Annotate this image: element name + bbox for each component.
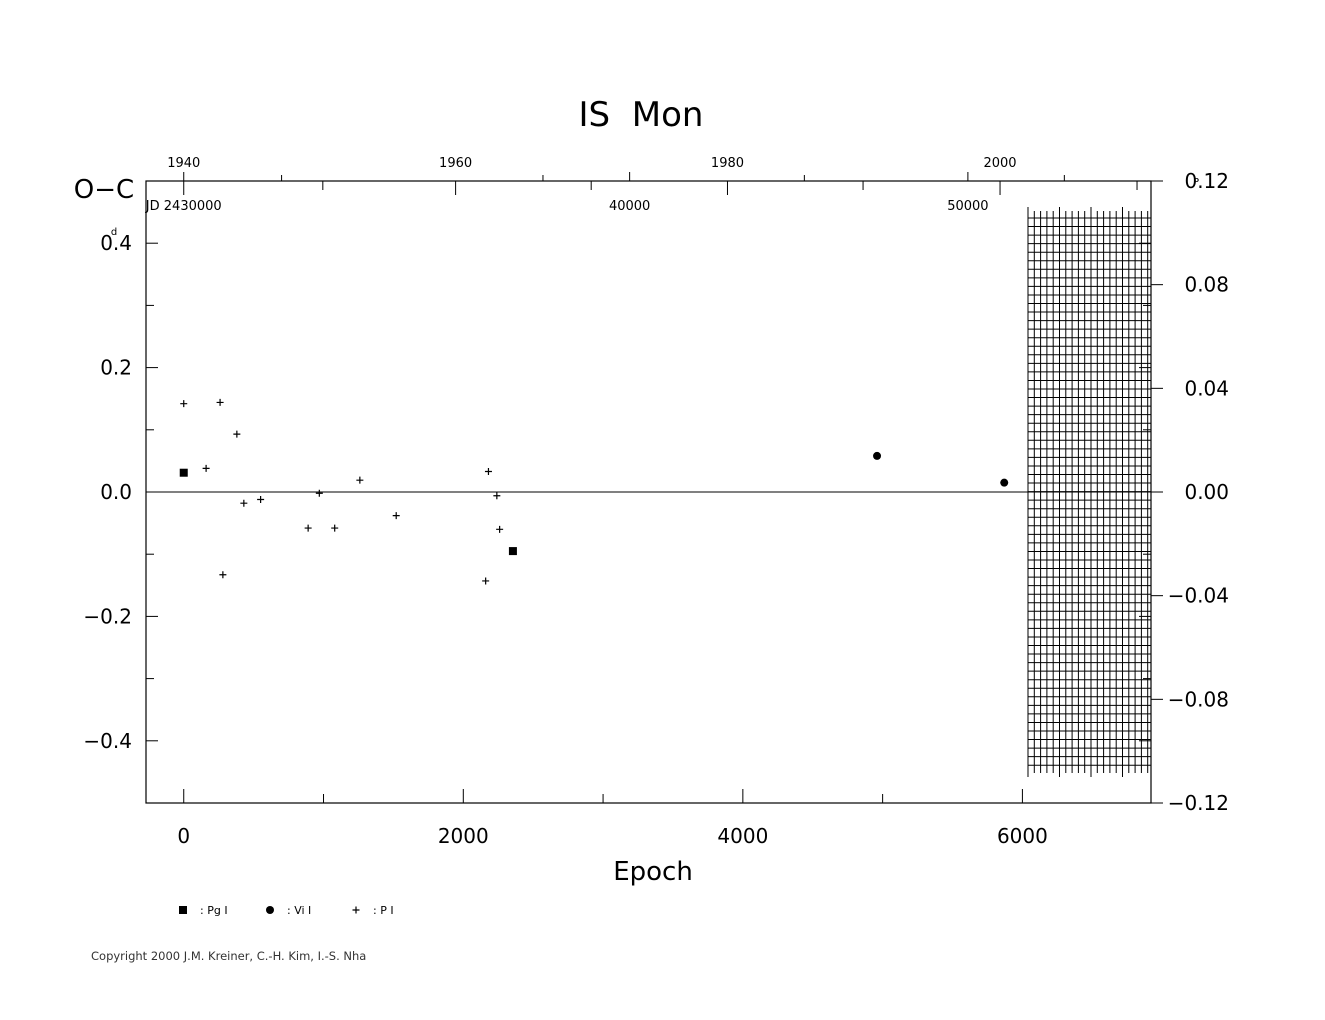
y2-tick-label: 0.12 [1184,169,1229,193]
plus-marker [356,476,364,484]
y2-tick-label: −0.08 [1168,687,1229,711]
plus-marker [219,571,227,579]
x-tick-label: 2000 [438,824,489,848]
plus-marker [392,512,400,520]
jd-label: 50000 [947,199,988,214]
plus-marker [240,499,248,507]
circle-marker [1000,478,1009,487]
plus-marker [202,464,210,472]
y2-tick-label: −0.04 [1168,584,1229,608]
jd-label: JD 2430000 [145,199,222,214]
copyright-note: Copyright 2000 J.M. Kreiner, C.-H. Kim, … [91,949,367,963]
legend: : Pg I : Vi I : P I [179,904,394,917]
y-axis-label: O−C [74,175,134,205]
plus-marker [233,430,241,438]
square-marker [179,468,188,477]
plus-marker [331,524,339,532]
plus-marker [493,492,501,500]
plus-marker [180,400,188,408]
x-tick-label: 6000 [997,824,1048,848]
square-marker [179,906,187,914]
y-tick-label: 0.2 [100,356,132,380]
y2-tick-label: 0.04 [1184,376,1229,400]
y-tick-label: −0.4 [83,729,132,753]
plus-marker [315,489,323,497]
plus-marker [304,524,312,532]
y-tick-label: 0.4 [100,231,132,255]
axes: 0 2000 4000 6000 0.4 0.2 0.0 −0.2 −0.4 0.12 0.08 0.… [83,156,1229,848]
top-year-label: 2000 [983,156,1016,171]
square-marker [508,547,517,556]
plus-marker [352,906,360,914]
top-year-label: 1980 [711,156,744,171]
future-grid-region [1027,207,1151,777]
top-year-label: 1960 [439,156,472,171]
top-year-label: 1940 [167,156,200,171]
plus-marker [482,577,490,585]
y-axis-unit-left: d [111,227,117,238]
legend-label: : P I [373,904,394,917]
circle-marker [266,906,274,914]
plus-marker [484,467,492,475]
x-tick-label: 0 [177,824,190,848]
plus-marker [257,495,265,503]
chart-title: IS Mon [579,95,704,135]
plus-marker [216,398,224,406]
y2-axis-unit-right: P [1193,177,1199,188]
plot-frame [145,180,1152,804]
data-points [179,398,1009,585]
plus-marker [496,525,504,533]
x-tick-label: 4000 [717,824,768,848]
jd-label: 40000 [609,199,650,214]
y2-tick-label: −0.12 [1168,791,1229,815]
y2-tick-label: 0.00 [1184,480,1229,504]
legend-label: : Vi I [287,904,311,917]
legend-label: : Pg I [200,904,228,917]
circle-marker [873,451,882,460]
y2-tick-label: 0.08 [1184,273,1229,297]
x-axis-label: Epoch [613,857,693,887]
y-tick-label: 0.0 [100,480,132,504]
y-tick-label: −0.2 [83,604,132,628]
